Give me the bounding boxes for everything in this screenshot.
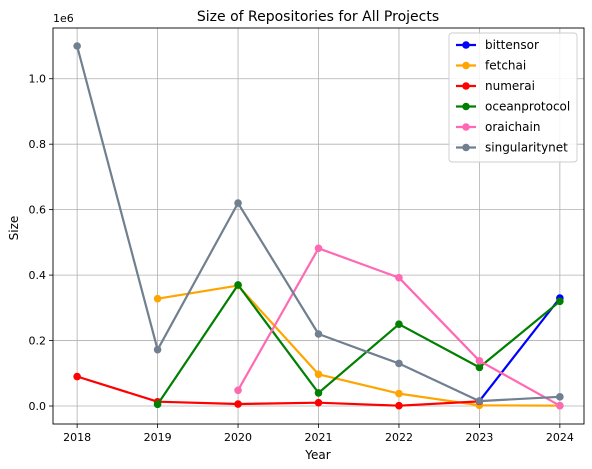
data-point-oceanprotocol: [556, 297, 564, 306]
data-point-oraichain: [314, 244, 323, 253]
series-layer: [73, 42, 564, 410]
legend-label-singularitynet: singularitynet: [485, 141, 568, 155]
y-tick-label: 1.0: [29, 73, 47, 86]
legend-marker-oraichain: [462, 123, 470, 131]
data-point-fetchai: [395, 389, 403, 398]
series-numerai: [73, 372, 484, 410]
series-fetchai: [153, 281, 564, 410]
data-point-singularitynet: [314, 330, 323, 338]
series-line-bittensor: [478, 297, 561, 402]
x-tick-label: 2020: [224, 431, 252, 444]
series-bittensor: [475, 294, 564, 405]
series-line-numerai: [76, 375, 480, 407]
data-point-fetchai: [314, 370, 323, 379]
data-point-singularitynet: [153, 345, 162, 354]
legend-label-numerai: numerai: [485, 79, 535, 93]
data-point-singularitynet: [73, 42, 81, 50]
data-point-oraichain: [475, 357, 484, 365]
legend-label-oraichain: oraichain: [485, 120, 540, 134]
data-point-oceanprotocol: [234, 281, 242, 289]
data-point-numerai: [314, 398, 323, 407]
series-oceanprotocol: [153, 281, 564, 409]
y-tick-label: 0.0: [29, 400, 47, 413]
x-tick-label: 2023: [465, 431, 493, 444]
x-tick-label: 2018: [63, 431, 91, 444]
data-point-singularitynet: [395, 359, 403, 368]
axis-ticks: 2018 2019 2020 2021 2022 2023 2024 0.0 0.2 0.4 0.6…: [29, 73, 574, 444]
y-tick-label: 0.6: [29, 204, 47, 217]
legend-marker-fetchai: [462, 61, 470, 70]
y-tick-label: 0.8: [29, 138, 47, 151]
data-point-numerai: [234, 400, 242, 408]
chart-title: Size of Repositories for All Projects: [197, 9, 439, 25]
series-singularitynet: [73, 42, 564, 405]
series-oraichain: [234, 244, 564, 410]
data-point-singularitynet: [475, 397, 484, 405]
data-point-oraichain: [395, 273, 403, 282]
data-point-oceanprotocol: [314, 389, 323, 397]
legend-marker-numerai: [462, 82, 470, 90]
legend-label-oceanprotocol: oceanprotocol: [485, 100, 570, 114]
data-point-oceanprotocol: [475, 363, 484, 372]
y-axis-label: Size: [7, 216, 21, 241]
y-tick-label: 0.2: [29, 335, 47, 348]
data-point-numerai: [395, 401, 403, 410]
y-axis-multiplier: 1e6: [53, 12, 74, 25]
series-line-fetchai: [157, 284, 560, 407]
x-tick-label: 2021: [305, 431, 333, 444]
data-point-oceanprotocol: [153, 400, 162, 409]
data-point-oraichain: [234, 386, 242, 395]
y-tick-label: 0.4: [29, 269, 47, 282]
data-point-singularitynet: [234, 199, 242, 207]
data-point-singularitynet: [556, 393, 564, 401]
x-axis-label: Year: [304, 448, 330, 462]
legend-label-fetchai: fetchai: [485, 59, 526, 73]
legend-box: [448, 32, 578, 163]
x-tick-label: 2019: [144, 431, 172, 444]
x-tick-label: 2022: [385, 431, 413, 444]
legend-marker-singularitynet: [462, 143, 470, 152]
legend-label-bittensor: bittensor: [485, 38, 539, 52]
legend-marker-oceanprotocol: [462, 102, 470, 111]
data-point-oceanprotocol: [395, 320, 403, 328]
series-line-oceanprotocol: [156, 283, 561, 406]
x-tick-label: 2024: [546, 431, 574, 444]
data-point-numerai: [73, 372, 81, 381]
legend: bittensor fetchai numerai oceanprotocol orai…: [448, 32, 578, 163]
data-point-oraichain: [556, 401, 564, 410]
legend-marker-bittensor: [462, 41, 470, 49]
data-point-fetchai: [153, 294, 162, 303]
